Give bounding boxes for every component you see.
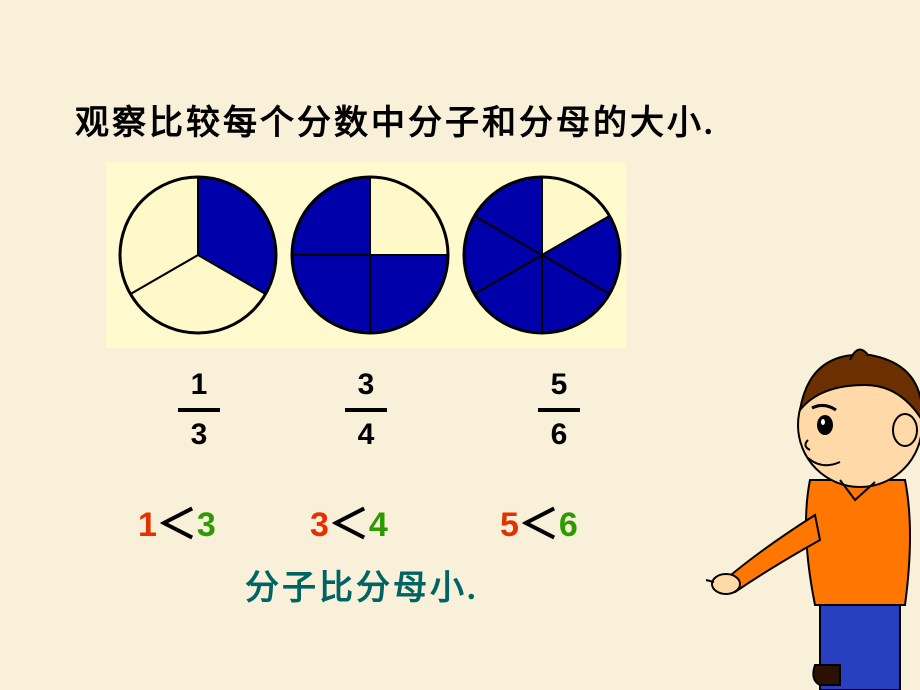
compare-left: 1 <box>138 506 157 544</box>
fraction-denominator: 3 <box>178 418 220 452</box>
compare-right: 4 <box>369 506 388 544</box>
fraction-1: 1 3 <box>178 368 220 452</box>
comparison-3: 5＜6 <box>500 492 578 550</box>
less-than-icon: ＜ <box>157 503 197 547</box>
fraction-bar <box>345 408 387 412</box>
fraction-2: 3 4 <box>345 368 387 452</box>
comparison-2: 3＜4 <box>310 492 388 550</box>
page-title: 观察比较每个分数中分子和分母的大小. <box>75 95 716 144</box>
fraction-numerator: 3 <box>345 368 387 402</box>
compare-right: 3 <box>197 506 216 544</box>
boy-character-icon <box>700 330 920 690</box>
compare-right: 6 <box>559 506 578 544</box>
fraction-numerator: 5 <box>538 368 580 402</box>
fraction-3: 5 6 <box>538 368 580 452</box>
fraction-numerator: 1 <box>178 368 220 402</box>
less-than-icon: ＜ <box>519 503 559 547</box>
pie-chart-3 <box>462 175 622 335</box>
comparison-1: 1＜3 <box>138 492 216 550</box>
compare-left: 5 <box>500 506 519 544</box>
conclusion-text: 分子比分母小. <box>245 560 479 609</box>
compare-left: 3 <box>310 506 329 544</box>
pie-chart-1 <box>118 175 278 335</box>
fraction-denominator: 6 <box>538 418 580 452</box>
fraction-bar <box>178 408 220 412</box>
less-than-icon: ＜ <box>329 503 369 547</box>
fraction-bar <box>538 408 580 412</box>
fraction-denominator: 4 <box>345 418 387 452</box>
pie-chart-2 <box>290 175 450 335</box>
